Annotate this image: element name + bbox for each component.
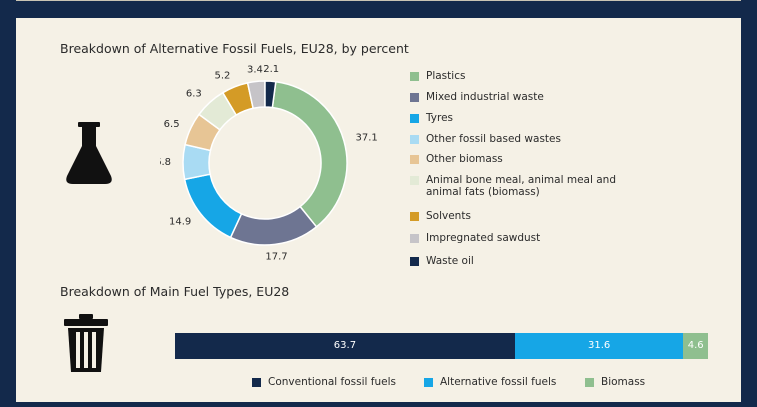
bar-legend-item-2: Biomass	[585, 376, 645, 388]
legend-swatch	[410, 155, 419, 164]
donut-legend-item-8: Waste oil	[410, 255, 645, 267]
legend-swatch	[585, 377, 594, 387]
donut-slice-2	[183, 173, 243, 239]
legend-label: Waste oil	[426, 255, 474, 267]
donut-data-label-2: 14.9	[169, 216, 191, 227]
legend-swatch	[410, 114, 419, 123]
donut-data-label-8: 2.1	[263, 64, 279, 75]
bar-data-label-0: 63.7	[333, 340, 357, 351]
legend-label: Plastics	[426, 70, 466, 82]
donut-legend-item-5: Animal bone meal, animal meal and animal…	[410, 174, 645, 198]
donut-data-label-5: 6.3	[186, 88, 202, 99]
legend-label: Conventional fossil fuels	[268, 376, 396, 388]
legend-label: Other biomass	[426, 153, 503, 165]
bar-segment-0	[175, 333, 515, 359]
legend-label: Other fossil based wastes	[426, 133, 561, 145]
donut-data-label-1: 17.7	[265, 251, 287, 262]
donut-legend-item-0: Plastics	[410, 70, 645, 82]
bar-data-label-2: 4.6	[687, 340, 704, 351]
legend-label: Animal bone meal, animal meal and animal…	[426, 174, 616, 198]
donut-legend-item-2: Tyres	[410, 112, 645, 124]
legend-label: Tyres	[426, 112, 454, 124]
legend-swatch	[410, 72, 419, 81]
donut-data-label-0: 37.1	[356, 133, 378, 144]
donut-data-label-4: 6.5	[164, 119, 180, 130]
bar-legend-item-0: Conventional fossil fuels	[252, 376, 396, 388]
donut-slice-1	[229, 205, 318, 246]
donut-legend-item-7: Impregnated sawdust	[410, 232, 645, 244]
legend-swatch	[410, 234, 419, 243]
legend-swatch	[410, 135, 419, 144]
legend-label: Alternative fossil fuels	[440, 376, 557, 388]
bar-chart-title: Breakdown of Main Fuel Types, EU28	[60, 284, 290, 299]
donut-chart-title: Breakdown of Alternative Fossil Fuels, E…	[60, 41, 409, 56]
donut-chart: 37.1 17.7 14.9 6.8 6.5 6.3 5.2 3.42.1	[160, 64, 378, 262]
donut-legend-item-1: Mixed industrial waste	[410, 91, 645, 103]
legend-swatch	[252, 377, 261, 387]
flask-icon	[66, 122, 112, 184]
donut-legend-item-6: Solvents	[410, 210, 645, 222]
donut-legend-item-3: Other fossil based wastes	[410, 133, 645, 145]
bar-segment-2	[683, 333, 708, 359]
legend-swatch	[424, 377, 433, 387]
top-banner	[16, 0, 741, 19]
donut-data-label-7: 3.4	[247, 65, 263, 76]
legend-swatch	[410, 93, 419, 102]
donut-data-label-6: 5.2	[214, 71, 230, 82]
legend-swatch	[410, 212, 419, 221]
legend-label: Impregnated sawdust	[426, 232, 541, 244]
legend-swatch	[410, 176, 419, 185]
donut-slice-0	[271, 80, 348, 228]
bar-legend-item-1: Alternative fossil fuels	[424, 376, 556, 388]
donut-slice-8	[264, 80, 277, 109]
legend-label: Biomass	[601, 376, 646, 388]
trash-can-icon	[64, 314, 108, 372]
donut-data-label-3: 6.8	[160, 157, 171, 168]
bar-segment-1	[514, 333, 684, 359]
legend-label: Mixed industrial waste	[426, 91, 544, 103]
donut-legend-item-4: Other biomass	[410, 153, 645, 165]
legend-label: Solvents	[426, 210, 471, 222]
legend-swatch	[410, 257, 419, 266]
bar-data-label-1: 31.6	[588, 340, 611, 351]
